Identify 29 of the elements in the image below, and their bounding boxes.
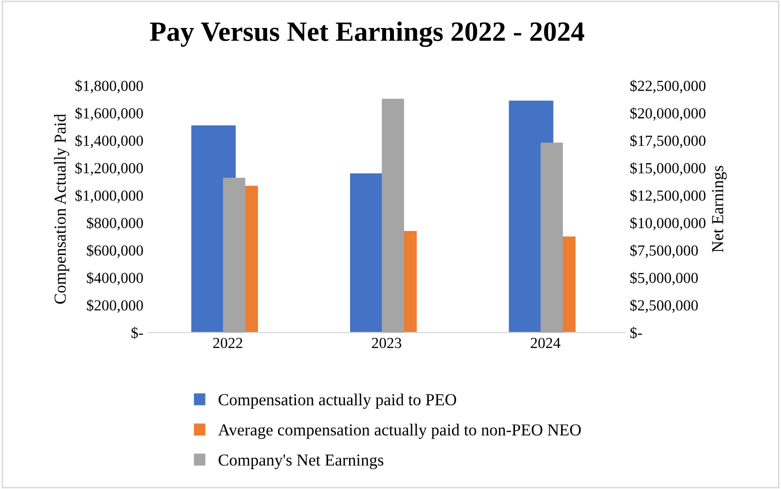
- y2-tick-label: $15,000,000: [630, 162, 706, 176]
- y-tick-label: $1,800,000: [75, 80, 143, 94]
- y-tick-label: $1,200,000: [75, 162, 143, 176]
- y-tick-label: $1,000,000: [75, 190, 143, 203]
- y-tick-label: $-: [131, 326, 143, 339]
- y2-tick-label: $12,500,000: [630, 190, 706, 203]
- legend-label: Average compensation actually paid to non-PEO NEO: [218, 424, 581, 439]
- x-tick-label: 2023: [372, 338, 402, 348]
- y2-tick-label: $10,000,000: [630, 217, 706, 230]
- y-tick-label: $1,600,000: [75, 107, 143, 121]
- y-axis-title: Compensation Actually Paid: [54, 114, 70, 304]
- y2-tick-label: $7,500,000: [630, 244, 698, 258]
- y2-tick-label: $5,000,000: [630, 272, 698, 286]
- y2-axis-title: Net Earnings: [712, 166, 727, 252]
- y2-tick-label: $22,500,000: [630, 80, 706, 94]
- x-tick-label: 2024: [530, 338, 560, 348]
- y2-tick-label: $20,000,000: [630, 107, 706, 121]
- y2-tick-label: $2,500,000: [630, 299, 698, 313]
- legend-label: Company's Net Earnings: [218, 454, 384, 470]
- chart-title: Pay Versus Net Earnings 2022 - 2024: [150, 22, 584, 47]
- y-tick-label: $200,000: [86, 299, 143, 313]
- y2-tick-label: $-: [630, 326, 642, 339]
- y-tick-label: $800,000: [86, 217, 143, 230]
- y2-tick-label: $17,500,000: [630, 134, 706, 148]
- y-tick-label: $1,400,000: [75, 134, 143, 148]
- y-tick-label: $600,000: [86, 244, 143, 258]
- legend-label: Compensation actually paid to PEO: [218, 394, 456, 409]
- y-tick-label: $400,000: [86, 272, 143, 286]
- x-tick-label: 2022: [213, 338, 242, 348]
